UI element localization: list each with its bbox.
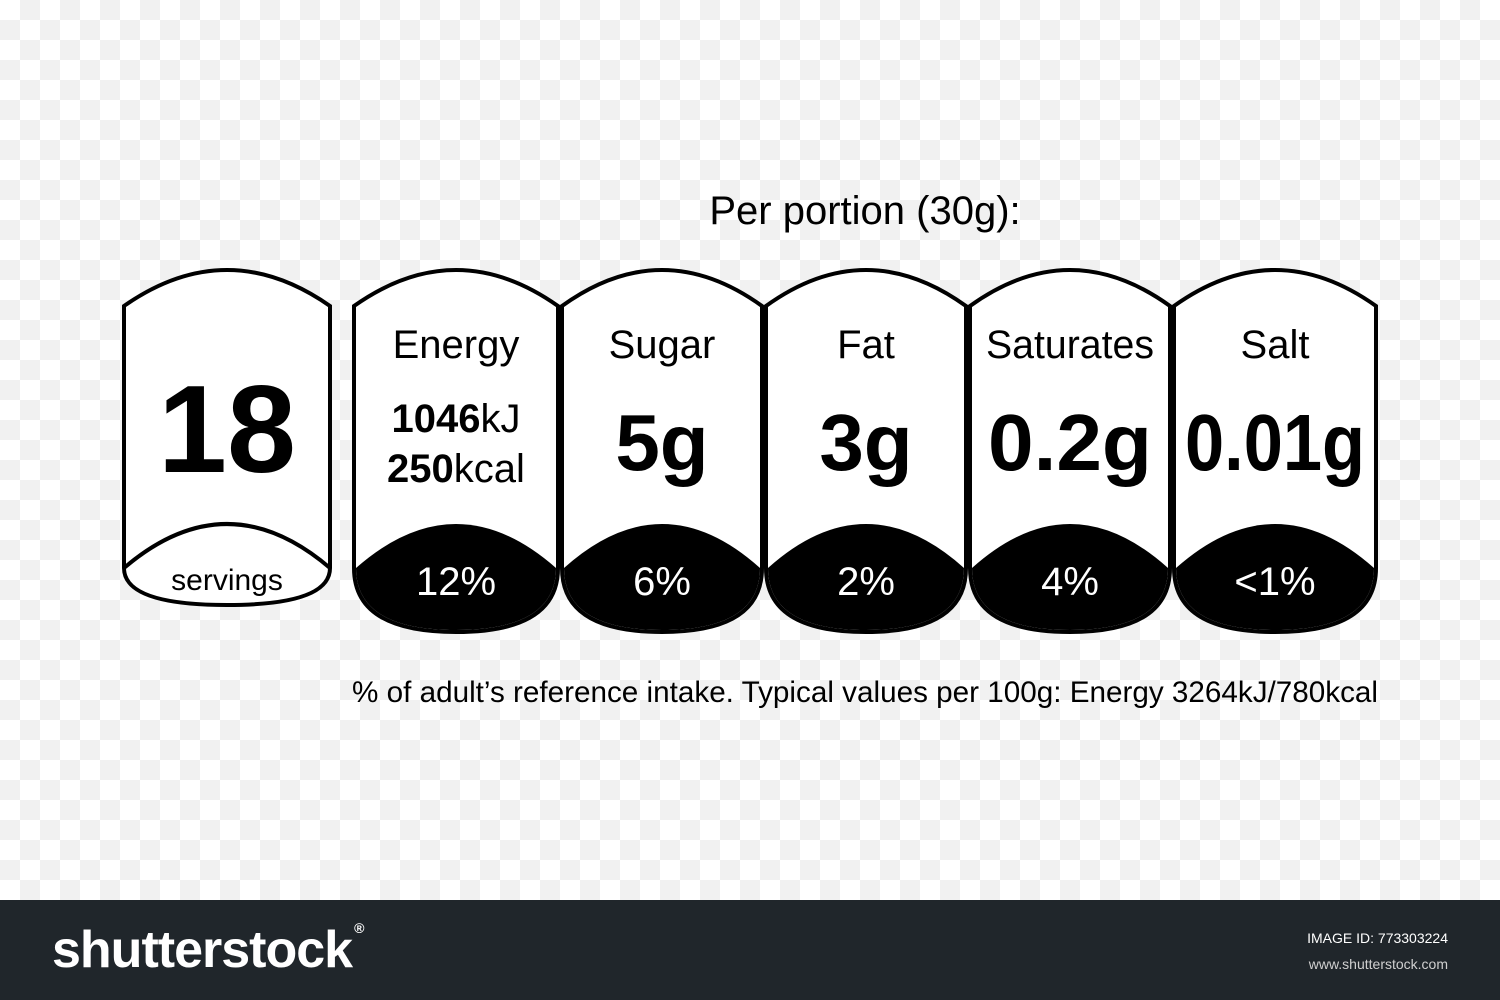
percent-value: 6% <box>633 560 691 604</box>
percent-value: 4% <box>1041 560 1099 604</box>
nutrient-badge-sugar: Sugar 5g 6% <box>560 268 764 635</box>
nutrient-value: 0.01g <box>1185 398 1365 487</box>
nutrient-badge-energy: Energy 1046kJ 250kcal 12% <box>352 268 560 635</box>
percent-band <box>972 524 1168 630</box>
nutrient-value: 0.2g <box>988 398 1152 487</box>
percent-band <box>1176 524 1374 630</box>
per-portion-heading: Per portion (30g): <box>709 189 1020 233</box>
percent-value: 12% <box>416 560 496 604</box>
nutrient-name: Salt <box>1241 323 1310 367</box>
nutrient-name: Energy <box>393 323 520 367</box>
nutrient-name: Sugar <box>609 323 716 367</box>
energy-kj-value: 1046kJ <box>392 397 521 441</box>
nutrition-label: Per portion (30g): 18 servings Energy 10… <box>122 189 1378 709</box>
percent-value: 2% <box>837 560 895 604</box>
nutrient-name: Fat <box>837 323 895 367</box>
nutrient-badge-salt: Salt 0.01g <1% <box>1172 268 1378 635</box>
site-url: www.shutterstock.com <box>1308 956 1448 972</box>
registered-mark-icon: ® <box>354 920 364 936</box>
brand-logo: shutterstock ® <box>52 920 364 980</box>
percent-band <box>564 524 760 630</box>
servings-divider <box>122 522 332 570</box>
image-id: IMAGE ID: 773303224 <box>1307 930 1448 946</box>
nutrient-value: 3g <box>819 398 912 487</box>
servings-count: 18 <box>158 361 296 499</box>
servings-badge-outline <box>122 268 332 608</box>
energy-kcal-value: 250kcal <box>387 447 525 491</box>
image-id-label: IMAGE ID: 773303224 <box>1307 930 1448 946</box>
percent-band <box>768 524 964 630</box>
nutrient-badge-fat: Fat 3g 2% <box>764 268 968 635</box>
stock-footer-bar: shutterstock ® IMAGE ID: 773303224 www.sh… <box>0 900 1500 1000</box>
servings-badge: 18 servings <box>122 268 332 608</box>
nutrient-badge-saturates: Saturates 0.2g 4% <box>968 268 1172 635</box>
brand-wordmark: shutterstock <box>52 921 353 979</box>
nutrient-value: 5g <box>615 398 708 487</box>
reference-intake-footnote: % of adult’s reference intake. Typical v… <box>352 676 1378 709</box>
percent-value: <1% <box>1234 560 1315 604</box>
nutrient-name: Saturates <box>986 323 1154 367</box>
servings-label: servings <box>171 564 283 597</box>
percent-band <box>356 524 556 630</box>
